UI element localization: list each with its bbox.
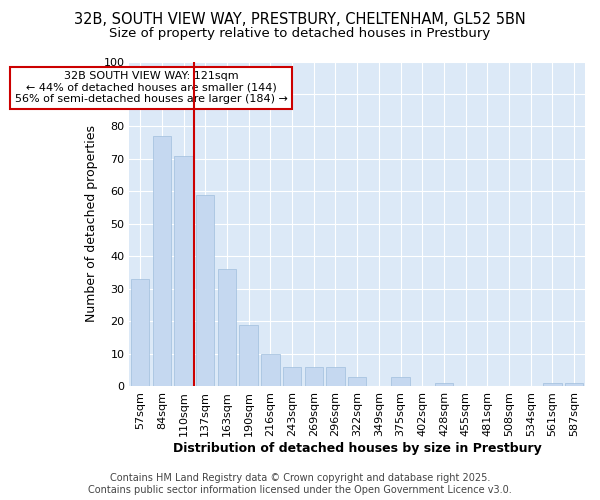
Bar bbox=[196, 194, 214, 386]
Bar bbox=[305, 367, 323, 386]
Bar bbox=[239, 324, 258, 386]
Text: Size of property relative to detached houses in Prestbury: Size of property relative to detached ho… bbox=[109, 28, 491, 40]
Bar bbox=[543, 383, 562, 386]
X-axis label: Distribution of detached houses by size in Prestbury: Distribution of detached houses by size … bbox=[173, 442, 542, 455]
Text: 32B, SOUTH VIEW WAY, PRESTBURY, CHELTENHAM, GL52 5BN: 32B, SOUTH VIEW WAY, PRESTBURY, CHELTENH… bbox=[74, 12, 526, 28]
Bar bbox=[152, 136, 171, 386]
Text: Contains HM Land Registry data © Crown copyright and database right 2025.
Contai: Contains HM Land Registry data © Crown c… bbox=[88, 474, 512, 495]
Text: 32B SOUTH VIEW WAY: 121sqm
← 44% of detached houses are smaller (144)
56% of sem: 32B SOUTH VIEW WAY: 121sqm ← 44% of deta… bbox=[14, 71, 287, 104]
Bar bbox=[175, 156, 193, 386]
Y-axis label: Number of detached properties: Number of detached properties bbox=[85, 126, 98, 322]
Bar bbox=[218, 270, 236, 386]
Bar bbox=[348, 376, 367, 386]
Bar bbox=[326, 367, 344, 386]
Bar bbox=[283, 367, 301, 386]
Bar bbox=[131, 279, 149, 386]
Bar bbox=[565, 383, 583, 386]
Bar bbox=[435, 383, 453, 386]
Bar bbox=[391, 376, 410, 386]
Bar bbox=[261, 354, 280, 386]
